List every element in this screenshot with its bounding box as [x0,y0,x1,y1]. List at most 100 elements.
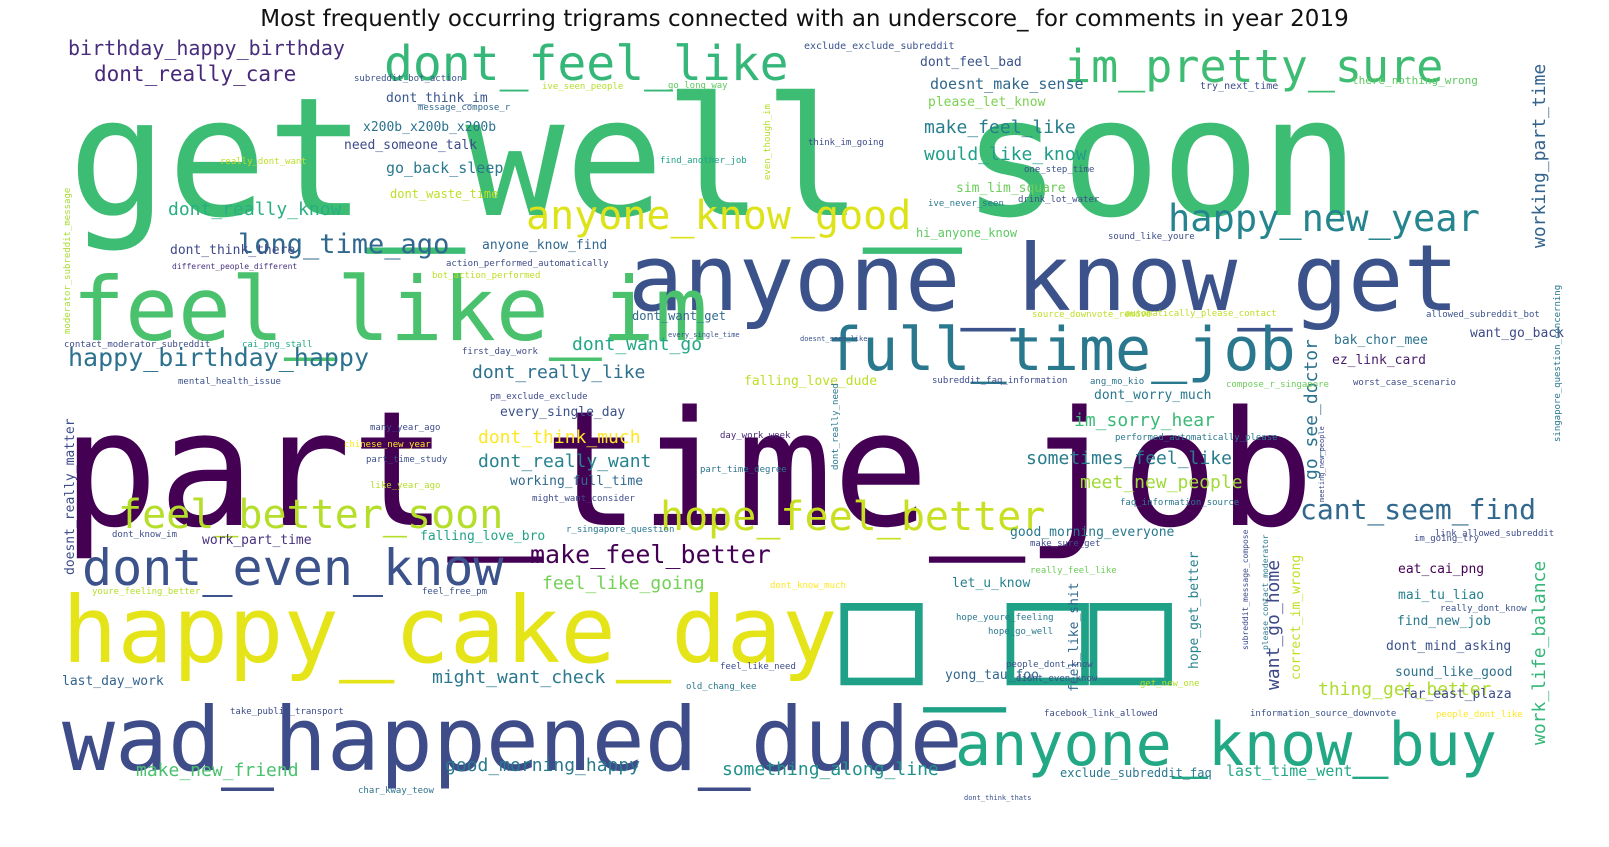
word-cai-png-stall: cai_png_stall [242,340,312,350]
word-working-full-time: working_full_time [510,474,643,489]
chart-title: Most frequently occurring trigrams conne… [260,6,1349,32]
word-dont-worry-much: dont_worry_much [1094,388,1211,403]
word-find-another-job: find_another_job [660,156,747,166]
word-mai-tu-liao: mai_tu_liao [1398,588,1484,603]
word-meet-new-people: meet_new_people [1080,472,1243,493]
word-falling-love-bro: falling_love_bro [420,529,545,544]
word-last-day-work: last_day_work [62,674,164,689]
word-many-year-ago: many_year_ago [370,423,440,433]
word-part-time-study: part_time_study [366,455,448,465]
word-go-see-doctor: go_see_doctor [1301,339,1322,480]
word-part-time-job: part_time_job [62,376,1314,563]
word-feel-like-going: feel_like_going [542,573,705,594]
word-action-performed-automatically: action_performed_automatically [446,259,609,269]
word-happy-new-year: happy_new_year [1168,197,1480,241]
word-first-day-work: first_day_work [462,347,538,357]
word-hope-go-well: hope_go_well [988,627,1053,637]
word-meeting-new-people: meeting_new_people [1318,426,1326,502]
word-dont-really-know: dont_really_know [168,199,342,220]
word-full-time-job: full_time_job [826,315,1296,385]
word-subreddit-message-compose: subreddit_message_compose [1241,529,1250,650]
word-anyone-know-good: anyone_know_good [526,193,911,239]
word-symbol: □_□□ [840,552,1172,713]
word-like-year-ago: like_year_ago [370,481,440,491]
word-im-pretty-sure: im_pretty_sure [1064,40,1443,93]
word-good-morning-everyone: good_morning_everyone [1010,525,1175,540]
word-might-want-consider: might_want_consider [532,494,636,504]
word-information-source-downvote: information_source_downvote [1250,709,1396,719]
word-feel-better-soon: feel_better_soon [118,492,503,538]
word-sound-like-youre: sound_like_youre [1108,232,1195,242]
word-let-u-know: let_u_know [952,576,1030,591]
word-happy-birthday-happy: happy_birthday_happy [68,343,369,372]
word-please-let-know: please_let_know [928,95,1046,110]
word-hope-youre-feeling: hope_youre_feeling [956,613,1054,623]
word-there-nothing-wrong: there_nothing_wrong [1352,74,1478,87]
word-dont-know-much: dont_know_much [770,581,846,591]
word-ive-never-seen: ive_never_seen [928,199,1004,209]
word-sound-like-good: sound_like_good [1395,665,1512,680]
word-long-time-ago: long_time_ago [238,229,449,260]
word-really-dont-know: really_dont_know [1440,604,1527,614]
word-happy-cake-day: happy_cake_day [62,577,837,684]
word-one-step-time: one_step_time [1024,165,1094,175]
word-char-kway-teow: char_kway_teow [358,786,434,796]
word-chinese-new-year: chinese_new_year [344,440,431,450]
word-correct-im-wrong: correct_im_wrong [1289,555,1304,680]
word-doesnt-really-matter: doesnt_really_matter [63,418,78,575]
word-bak-chor-mee: bak_chor_mee [1334,333,1428,348]
word-dont-think-much: dont_think_much [478,427,641,448]
word-faq-information-source: faq_information_source [1120,498,1239,508]
word-link-allowed-subreddit: link_allowed_subreddit [1435,529,1554,539]
word-doesnt-seem-like: doesnt_seem_like [800,335,867,343]
word-falling-love-dude: falling_love_dude [744,374,877,389]
word-day-work-week: day_work_week [720,431,791,441]
word-automatically-please-contact: automatically_please_contact [1125,309,1277,319]
word-ez-link-card: ez_link_card [1332,353,1426,368]
word-subreddit-faq-information: subreddit_faq_information [932,376,1067,386]
word-every-single-time: every_single_time [668,331,740,339]
word-exclude-subreddit-faq: exclude_subreddit_faq [1060,766,1212,780]
word-far-east-plaza: far_east_plaza [1402,687,1512,702]
word-want-go-back: want_go_back [1470,326,1564,341]
word-go-back-sleep: go_back_sleep [386,159,503,177]
word-sometimes-feel-like: sometimes_feel_like [1026,448,1232,469]
word-think-im-going: think_im_going [808,138,884,148]
word-work-part-time: work_part_time [202,533,312,548]
word-compose-r-singapore: compose_r_singapore [1226,380,1329,390]
word-dont-feel-like: dont_feel_like [384,36,789,92]
word-message-compose-r: message_compose_r [418,103,511,113]
word-even-though-im: even_though_im [763,104,773,180]
word-people-dont-like: people_dont_like [1436,710,1523,720]
word-hope-get-better: hope_get_better [1187,551,1202,669]
word-exclude-exclude-subreddit: exclude_exclude_subreddit [804,41,955,52]
word-dont-feel-bad: dont_feel_bad [920,55,1022,70]
word-thing-get-better: thing_get_better [1318,679,1492,700]
word-please-contact-moderator: please_contact_moderator [1261,534,1270,650]
word-source-downvote-remove: source_downvote_remove [1032,310,1151,320]
word-find-new-job: find_new_job [1397,614,1491,629]
word-contact-moderator-subreddit: contact_moderator_subreddit [64,340,210,350]
word-hope-feel-better: hope_feel_better [660,494,1045,540]
word-bot-action-performed: bot_action_performed [432,271,540,281]
word-really-feel-like: really_feel_like [1030,566,1117,576]
word-feel-like-im: feel_like_im [72,258,708,361]
word-dont-really-want: dont_really_want [478,451,651,472]
word-singapore-question-concerning: singapore_question_concerning [1553,285,1563,442]
word-facebook-link-allowed: facebook_link_allowed [1044,709,1158,719]
word-ive-seen-people: ive_seen_people [542,82,623,92]
word-anyone-know-buy: anyone_know_buy [955,710,1497,780]
word-make-sure-get: make_sure_get [1030,539,1100,549]
word-anyone-know-find: anyone_know_find [482,238,607,253]
word-dont-think-im: dont_think_im [386,91,488,106]
word-hi-anyone-know: hi_anyone_know [916,226,1018,240]
word-subreddit-bot-action: subreddit_bot_action [354,74,462,84]
word-get-new-one: get_new_one [1140,679,1200,689]
word-dont-really-like: dont_really_like [472,362,645,383]
word-x200b-x200b-x200b: x200b_x200b_x200b [363,120,496,135]
word-make-new-friend: make_new_friend [136,760,299,781]
word-youre-feeling-better: youre_feeling_better [92,587,201,597]
word-dont-mind-asking: dont_mind_asking [1386,639,1511,654]
word-drink-lot-water: drink_lot_water [1018,195,1100,205]
word-every-single-day: every_single_day [500,405,625,420]
